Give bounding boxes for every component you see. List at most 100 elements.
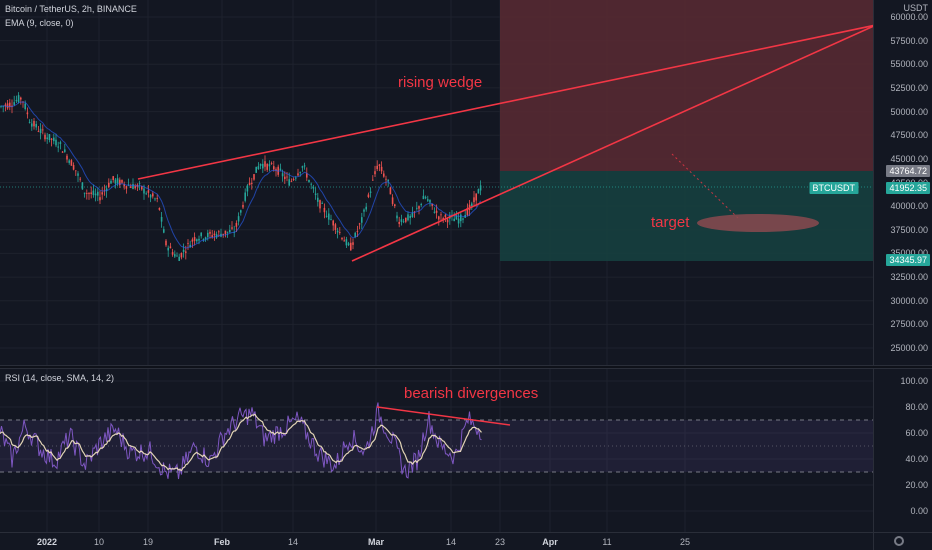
price-tick-label: 60000.00: [890, 12, 928, 22]
candle-body: [248, 182, 251, 185]
candle-body: [361, 217, 363, 223]
time-axis[interactable]: 2022 10 19 Feb 14 Mar 14 23 Apr 11 25: [0, 532, 873, 550]
chart-settings-corner[interactable]: [873, 532, 932, 550]
time-tick-label: 14: [287, 537, 299, 547]
candle-body: [308, 179, 310, 182]
candle-body: [15, 100, 18, 102]
candle-body: [37, 130, 40, 132]
candle-body: [255, 166, 257, 173]
rising-wedge-label: rising wedge: [398, 74, 483, 91]
gear-icon[interactable]: [894, 536, 904, 546]
candle-body: [112, 176, 114, 180]
candle-body: [20, 97, 22, 100]
candle-body: [17, 95, 20, 103]
candle-body: [259, 163, 262, 166]
rsi-scale[interactable]: 100.00 80.00 60.00 40.00 20.00 0.00: [873, 369, 932, 532]
candle-body: [28, 122, 31, 123]
candle-body: [262, 163, 264, 169]
stop-loss-zone[interactable]: [500, 0, 873, 171]
candle-body: [446, 219, 449, 223]
symbol-price-tag: BTCUSDT: [809, 181, 858, 194]
candle-body: [389, 187, 392, 195]
candle-body: [369, 191, 372, 193]
candle-body: [422, 195, 425, 200]
candle-body: [310, 183, 312, 185]
candle-body: [376, 165, 378, 170]
price-tick-label: 30000.00: [890, 295, 928, 306]
candle-body: [284, 176, 286, 179]
target-label: target: [651, 214, 690, 231]
candle-body: [345, 239, 348, 246]
candle-body: [242, 204, 244, 208]
time-tick-label: 2022: [36, 537, 58, 547]
candle-body: [77, 173, 79, 176]
candle-body: [231, 227, 233, 229]
candle-body: [303, 165, 306, 167]
candle-body: [475, 193, 477, 201]
candle-body: [152, 193, 154, 197]
candle-body: [92, 190, 95, 195]
candle-body: [416, 207, 418, 209]
candle-body: [191, 239, 194, 242]
candle-body: [240, 210, 242, 213]
ema-legend[interactable]: EMA (9, close, 0): [5, 18, 74, 28]
candle-body: [222, 233, 224, 235]
rsi-legend[interactable]: RSI (14, close, SMA, 14, 2): [5, 373, 115, 383]
rsi-chart-canvas[interactable]: [0, 369, 873, 532]
candle-body: [204, 237, 207, 240]
candle-body: [114, 179, 117, 184]
candle-body: [273, 166, 275, 170]
price-chart-canvas[interactable]: [0, 0, 873, 365]
time-tick-label: 11: [602, 537, 612, 547]
candle-body: [86, 193, 88, 194]
rsi-ma-line: [0, 413, 482, 472]
price-tick-label: 57500.00: [890, 35, 928, 46]
rsi-tick-label: 60.00: [905, 428, 928, 438]
candle-body: [154, 198, 156, 200]
price-scale[interactable]: USDT 60000.00 57500.00 55000.00 52500.00 500…: [873, 0, 932, 365]
candle-body: [94, 193, 97, 196]
candle-body: [218, 231, 220, 233]
price-pane[interactable]: Bitcoin / TetherUS, 2h, BINANCE EMA (9, …: [0, 0, 873, 365]
candle-body: [229, 230, 231, 233]
candle-body: [24, 103, 26, 110]
candle-body: [394, 204, 396, 207]
candle-body: [134, 186, 136, 189]
candle-body: [169, 246, 172, 249]
symbol-legend[interactable]: Bitcoin / TetherUS, 2h, BINANCE: [5, 4, 137, 14]
candle-body: [424, 197, 427, 199]
candle-body: [53, 137, 55, 142]
rsi-pane[interactable]: RSI (14, close, SMA, 14, 2) bearish dive…: [0, 369, 873, 532]
candle-body: [226, 231, 229, 233]
candle-body: [343, 240, 345, 242]
bearish-divergences-label: bearish divergences: [404, 385, 539, 402]
candle-body: [105, 188, 108, 192]
candle-body: [295, 177, 297, 179]
candle-body: [211, 235, 213, 238]
wedge-lower-trendline[interactable]: [351, 25, 873, 262]
price-tick-label: 37500.00: [890, 224, 928, 235]
target-pointer-line: [671, 153, 739, 219]
rsi-tick-label: 0.00: [910, 506, 928, 516]
candle-body: [477, 189, 480, 194]
target-ellipse[interactable]: [697, 214, 819, 232]
divergence-trendline[interactable]: [376, 406, 511, 426]
candle-body: [196, 239, 198, 242]
candle-body: [363, 209, 365, 212]
price-tick-label: 50000.00: [890, 106, 928, 117]
candle-body: [101, 192, 103, 195]
time-tick-label: Feb: [213, 537, 231, 547]
rsi-line: [0, 402, 482, 480]
candle-body: [479, 185, 482, 191]
candle-body: [455, 215, 458, 220]
candle-body: [160, 216, 163, 222]
wedge-upper-trendline[interactable]: [137, 24, 873, 180]
candle-body: [297, 173, 299, 176]
candle-body: [301, 166, 304, 168]
candle-body: [116, 178, 119, 184]
candle-body: [325, 215, 328, 217]
pane-separator[interactable]: [0, 365, 932, 369]
candle-body: [268, 164, 271, 167]
candle-body: [398, 221, 400, 224]
candle-body: [409, 215, 411, 219]
